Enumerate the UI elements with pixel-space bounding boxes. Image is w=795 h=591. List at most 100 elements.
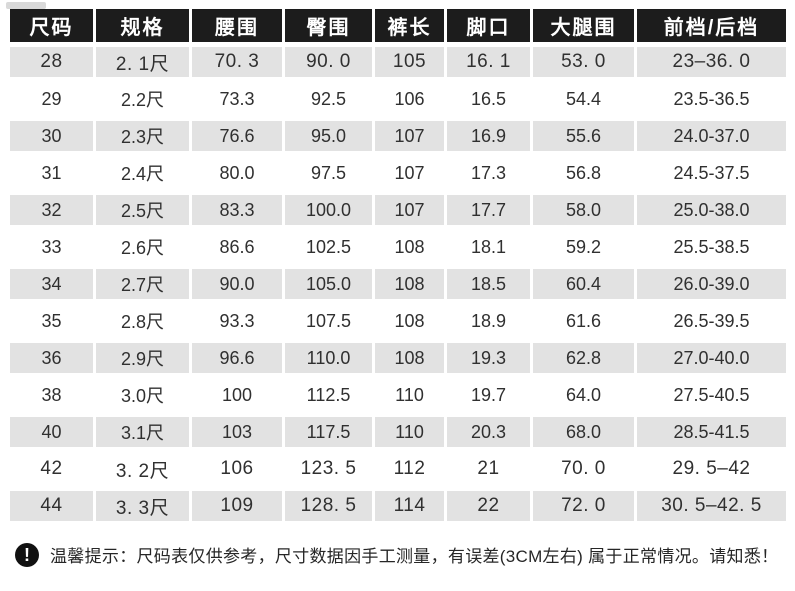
table-cell: 3. 3尺 [96,491,189,521]
table-cell: 70. 0 [561,458,606,479]
table-header-cell: 前档/后档 [637,9,786,42]
table-row: 31 2.4尺 80.0 97.5 107 17.3 56.8 24.5-37.5 [10,158,786,188]
table-cell: 108 [375,343,444,373]
table-cell: 2.2尺 [120,90,165,110]
table-cell: 114 [375,491,444,521]
table-cell: 18.1 [470,236,507,257]
table-cell: 23–36. 0 [637,47,786,77]
table-cell: 90. 0 [285,47,372,77]
table-cell: 60.4 [533,269,634,299]
table-row: 33 2.6尺 86.6 102.5 108 18.1 59.2 25.5-38.5 [10,232,786,262]
table-cell: 20.3 [447,417,530,447]
table-cell: 24.5-37.5 [673,162,750,183]
table-cell: 30 [10,121,93,151]
table-header-cell: 裤长 [375,9,444,42]
table-cell: 86.6 [219,236,255,257]
table-cell: 38 [41,384,62,405]
table-cell: 110 [395,384,424,405]
table-cell: 40 [10,417,93,447]
table-cell: 27.0-40.0 [637,343,786,373]
table-cell: 2.6尺 [120,238,165,258]
table-row: 29 2.2尺 73.3 92.5 106 16.5 54.4 23.5-36.5 [10,84,786,114]
table-row: 30 2.3尺 76.6 95.0 107 16.9 55.6 24.0-37.0 [10,121,786,151]
table-cell: 64.0 [565,384,602,405]
table-cell: 106 [220,458,254,479]
table-cell: 110.0 [285,343,372,373]
table-row: 32 2.5尺 83.3 100.0 107 17.7 58.0 25.0-38.0 [10,195,786,225]
table-cell: 92.5 [310,88,347,109]
table-cell: 76.6 [192,121,282,151]
table-header-cell: 规格 [96,9,189,42]
table-header-cell: 脚口 [447,9,530,42]
table-cell: 19.3 [447,343,530,373]
table-header-cell: 尺码 [10,9,93,42]
table-cell: 28 [10,47,93,77]
table-cell: 72. 0 [533,491,634,521]
table-cell: 109 [192,491,282,521]
table-cell: 34 [10,269,93,299]
table-cell: 105 [375,47,444,77]
table-cell: 18.5 [447,269,530,299]
table-cell: 30. 5–42. 5 [637,491,786,521]
size-chart: 尺码 规格 腰围 臀围 裤长 脚口 大腿围 前档/后档 28 2. 1尺 70. 3 90. 0 10… [10,9,786,521]
table-header-row: 尺码 规格 腰围 臀围 裤长 脚口 大腿围 前档/后档 [10,9,786,42]
table-cell: 32 [10,195,93,225]
table-cell: 33 [41,236,62,257]
table-body: 28 2. 1尺 70. 3 90. 0 105 16. 1 53. 0 23–36. 0 29… [10,47,786,521]
table-row: 42 3. 2尺 106 123. 5 112 21 70. 0 29. 5–42 [10,454,786,484]
table-cell: 2.8尺 [120,312,165,332]
table-cell: 108 [394,310,425,331]
table-cell: 29 [41,88,62,109]
table-row: 35 2.8尺 93.3 107.5 108 18.9 61.6 26.5-39.5 [10,306,786,336]
table-cell: 53. 0 [533,47,634,77]
table-cell: 100 [221,384,253,405]
table-cell: 107 [375,195,444,225]
table-row: 36 2.9尺 96.6 110.0 108 19.3 62.8 27.0-40.0 [10,343,786,373]
table-cell: 3.0尺 [120,386,165,406]
table-cell: 2.9尺 [96,343,189,373]
table-cell: 105.0 [285,269,372,299]
table-cell: 62.8 [533,343,634,373]
table-cell: 106 [394,88,425,109]
table-cell: 112.5 [306,384,351,405]
table-cell: 55.6 [533,121,634,151]
table-cell: 18.9 [470,310,507,331]
table-cell: 16.5 [470,88,507,109]
corner-artifact [6,2,46,9]
table-cell: 22 [447,491,530,521]
table-cell: 73.3 [219,88,255,109]
table-cell: 68.0 [533,417,634,447]
table-cell: 110 [375,417,444,447]
table-cell: 25.5-38.5 [673,236,750,257]
table-row: 40 3.1尺 103 117.5 110 20.3 68.0 28.5-41.5 [10,417,786,447]
table-cell: 29. 5–42 [672,458,751,479]
table-cell: 2. 1尺 [96,47,189,77]
table-row: 38 3.0尺 100 112.5 110 19.7 64.0 27.5-40.5 [10,380,786,410]
table-cell: 2.3尺 [96,121,189,151]
table-cell: 19.7 [470,384,507,405]
table-header-cell: 大腿围 [533,9,634,42]
table-row: 34 2.7尺 90.0 105.0 108 18.5 60.4 26.0-39.0 [10,269,786,299]
table-cell: 27.5-40.5 [673,384,750,405]
table-header-cell: 臀围 [285,9,372,42]
table-cell: 107 [394,162,425,183]
table-cell: 54.4 [565,88,602,109]
table-cell: 16.9 [447,121,530,151]
table-row: 28 2. 1尺 70. 3 90. 0 105 16. 1 53. 0 23–36. 0 [10,47,786,77]
notice-bar: ! 温馨提示：尺码表仅供参考，尺寸数据因手工测量，有误差(3CM左右) 属于正常… [15,542,787,567]
table-cell: 97.5 [310,162,347,183]
table-cell: 95.0 [285,121,372,151]
table-cell: 102.5 [305,236,352,257]
table-cell: 17.7 [447,195,530,225]
table-header-cell: 腰围 [192,9,282,42]
table-cell: 58.0 [533,195,634,225]
table-cell: 26.0-39.0 [637,269,786,299]
table-cell: 108 [375,269,444,299]
table-cell: 59.2 [565,236,602,257]
table-cell: 3. 2尺 [115,460,170,482]
table-cell: 26.5-39.5 [673,310,750,331]
table-cell: 28.5-41.5 [637,417,786,447]
table-cell: 17.3 [470,162,507,183]
table-cell: 112 [393,458,426,479]
table-cell: 107.5 [305,310,352,331]
